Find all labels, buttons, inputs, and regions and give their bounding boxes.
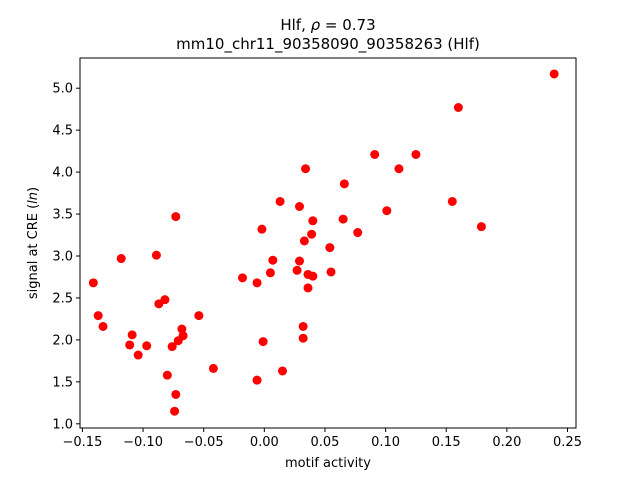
data-point xyxy=(308,271,318,281)
data-point xyxy=(303,283,313,293)
chart-title-line2: mm10_chr11_90358090_90358263 (Hlf) xyxy=(176,35,480,54)
data-point xyxy=(268,255,278,265)
plot-area-frame xyxy=(79,57,577,429)
data-point xyxy=(252,375,262,385)
data-point xyxy=(299,236,309,246)
data-point xyxy=(154,299,164,309)
data-point xyxy=(98,321,108,331)
data-point xyxy=(265,268,275,278)
y-axis-label: signal at CRE (ln) xyxy=(26,187,41,299)
data-point xyxy=(170,406,180,416)
data-point xyxy=(162,370,172,380)
data-point xyxy=(194,311,204,321)
data-point xyxy=(292,265,302,275)
data-point xyxy=(238,273,248,283)
data-points xyxy=(88,69,559,416)
y-tick-label: 5.0 xyxy=(52,82,73,97)
data-point xyxy=(167,342,177,352)
data-point xyxy=(411,149,421,159)
x-tick-label: 0.10 xyxy=(371,435,400,450)
x-tick-label: −0.10 xyxy=(123,435,163,450)
data-point xyxy=(127,330,137,340)
y-axis: 1.0 1.5 2.0 2.5 3.0 3.5 4.0 4.5 5.0 xyxy=(52,82,80,432)
data-point xyxy=(208,363,218,373)
data-point xyxy=(326,267,336,277)
data-point xyxy=(125,340,135,350)
data-point xyxy=(93,311,103,321)
y-tick-label: 4.0 xyxy=(52,166,73,181)
x-tick-label: −0.05 xyxy=(184,435,224,450)
y-tick-label: 2.0 xyxy=(52,333,73,348)
x-tick-label: −0.15 xyxy=(63,435,103,450)
data-point xyxy=(142,341,152,351)
data-point xyxy=(382,206,392,216)
data-point xyxy=(549,69,559,79)
x-tick-label: 0.20 xyxy=(492,435,521,450)
data-point xyxy=(298,333,308,343)
data-point xyxy=(339,179,349,189)
data-point xyxy=(252,278,262,288)
data-point xyxy=(133,350,143,360)
data-point xyxy=(453,103,463,113)
data-point xyxy=(88,278,98,288)
data-point xyxy=(338,214,348,224)
y-tick-label: 3.0 xyxy=(52,250,73,265)
data-point xyxy=(275,196,285,206)
y-tick-label: 1.5 xyxy=(52,375,73,390)
data-point xyxy=(476,222,486,232)
data-point xyxy=(173,336,183,346)
x-tick-label: 0.25 xyxy=(553,435,582,450)
data-point xyxy=(171,212,181,222)
data-point xyxy=(258,337,268,347)
x-tick-label: 0.05 xyxy=(310,435,339,450)
data-point xyxy=(171,389,181,399)
data-point xyxy=(394,164,404,174)
data-point xyxy=(298,321,308,331)
data-point xyxy=(278,366,288,376)
data-point xyxy=(307,229,317,239)
y-tick-label: 1.0 xyxy=(52,417,73,432)
data-point xyxy=(177,324,187,334)
y-tick-label: 2.5 xyxy=(52,291,73,306)
data-point xyxy=(353,228,363,238)
y-tick-label: 4.5 xyxy=(52,124,73,139)
data-point xyxy=(447,196,457,206)
x-tick-label: 0.00 xyxy=(250,435,279,450)
chart-title-line1: Hlf, ρ = 0.73 xyxy=(280,16,375,34)
x-axis-label: motif activity xyxy=(285,456,371,471)
data-point xyxy=(301,164,311,174)
x-axis: −0.15 −0.10 −0.05 0.00 0.05 0.10 0.15 0.20 0.25 xyxy=(63,428,582,450)
data-point xyxy=(295,202,305,212)
data-point xyxy=(370,149,380,159)
data-point xyxy=(308,216,318,226)
x-tick-label: 0.15 xyxy=(432,435,461,450)
y-tick-label: 3.5 xyxy=(52,208,73,223)
data-point xyxy=(295,256,305,266)
data-point xyxy=(257,224,267,234)
data-point xyxy=(325,243,335,253)
data-point xyxy=(151,250,161,260)
data-point xyxy=(116,254,126,264)
